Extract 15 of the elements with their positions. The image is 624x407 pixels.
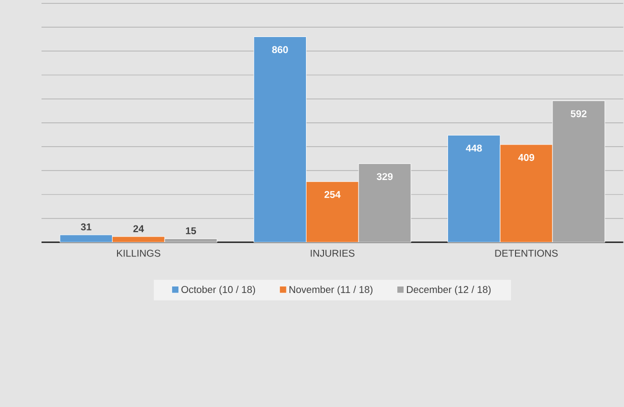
data-label: 592 — [570, 110, 587, 118]
data-label: 254 — [324, 190, 341, 198]
data-label: 448 — [466, 144, 482, 152]
legend-label: October (10 / 18) — [181, 286, 256, 295]
data-label: 860 — [272, 46, 288, 54]
legend-label: November (11 / 18) — [290, 286, 372, 295]
legend-label: December (12 / 18) — [406, 286, 491, 295]
data-label: 409 — [518, 154, 534, 161]
data-label: 24 — [133, 225, 144, 232]
x-tick-label: KILLINGS — [117, 250, 160, 257]
x-tick-label: INJURIES — [310, 250, 354, 257]
x-tick-label: DETENTIONS — [495, 250, 558, 257]
data-label: 329 — [376, 172, 393, 180]
data-label: 31 — [80, 223, 92, 230]
data-label: 15 — [186, 227, 196, 234]
